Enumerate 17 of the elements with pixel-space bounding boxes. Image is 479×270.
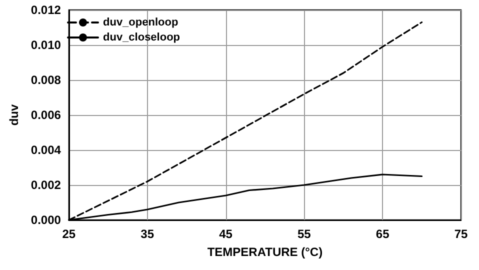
x-tick-label: 55: [297, 227, 312, 241]
legend-label: duv_closeloop: [103, 32, 180, 44]
x-tick-label: 75: [454, 227, 468, 241]
x-axis-title: TEMPERATURE (°C): [207, 245, 323, 259]
y-tick-label: 0.006: [30, 108, 62, 122]
legend-label: duv_openloop: [103, 16, 178, 28]
y-axis-title: duv: [7, 104, 21, 126]
x-tick-label: 25: [62, 227, 76, 241]
x-tick-label: 35: [140, 227, 154, 241]
y-tick-label: 0.012: [30, 3, 62, 17]
y-tick-label: 0.008: [30, 73, 62, 87]
y-tick-label: 0.002: [30, 178, 62, 192]
y-tick-label: 0.010: [30, 38, 62, 52]
x-tick-label: 45: [219, 227, 233, 241]
x-tick-label: 65: [376, 227, 390, 241]
y-tick-label: 0.000: [30, 213, 62, 227]
y-tick-label: 0.004: [30, 143, 62, 157]
